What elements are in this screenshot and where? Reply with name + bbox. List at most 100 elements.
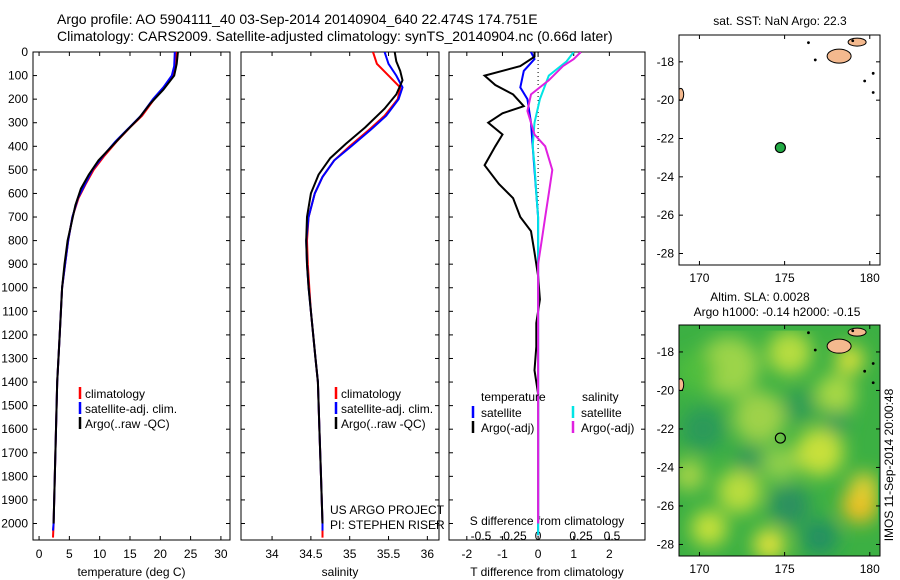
temperature-panel: 0100200300400500600700800900100011001200… [1, 45, 231, 579]
map-y-tick-label: -26 [657, 499, 675, 513]
x2-tick-label: -0.5 [471, 529, 492, 543]
depth-tick-label: 1300 [1, 351, 28, 365]
island-dot [871, 91, 875, 94]
series-line [52, 52, 179, 524]
island-dot [863, 369, 867, 373]
sla-map: 170 175 180 -18 -20 -22 -24 -26 -28 [657, 324, 881, 576]
map-y-tick-label: -26 [657, 208, 675, 222]
x-axis-label: T difference from climatology [470, 565, 624, 579]
island-dot [851, 329, 855, 333]
x-tick-label: 15 [123, 547, 137, 561]
map-y-tick-label: -28 [657, 247, 675, 261]
header-line1: Argo profile: AO 5904111_40 03-Sep-2014 … [57, 11, 538, 27]
map-x-tick-label: 170 [689, 562, 709, 576]
map-x-tick-label: 180 [860, 271, 880, 285]
legend-label: satellite [481, 406, 522, 420]
legend-label: climatology [85, 387, 145, 401]
x-tick-label: 30 [214, 547, 228, 561]
depth-tick-label: 300 [8, 116, 28, 130]
series-line [526, 52, 582, 524]
temperature-frame [32, 51, 231, 541]
depth-tick-label: 2000 [1, 516, 28, 530]
depth-tick-label: 700 [8, 210, 28, 224]
x2-tick-label: 0.5 [604, 529, 621, 543]
depth-tick-label: 0 [21, 45, 28, 59]
map-y-tick-label: -24 [657, 170, 675, 184]
depth-tick-label: 1100 [2, 304, 28, 318]
island-shape [826, 338, 852, 354]
depth-tick-label: 100 [8, 69, 28, 83]
map-y-tick-label: -28 [657, 537, 675, 551]
island-dot [807, 331, 810, 335]
x-tick-label: 34 [265, 547, 279, 561]
map-y-tick-label: -24 [657, 460, 675, 474]
map-x-tick-label: 175 [775, 271, 795, 285]
island-dot [813, 58, 817, 62]
depth-tick-label: 1400 [1, 375, 28, 389]
x-tick-label: 36 [421, 547, 435, 561]
map-y-tick-label: -22 [657, 422, 675, 436]
map-frame [678, 34, 881, 266]
island-dot [813, 348, 817, 352]
x-tick-label: 10 [93, 547, 107, 561]
sst-map-title: sat. SST: NaN Argo: 22.3 [713, 14, 847, 28]
island-dot [871, 71, 875, 75]
x2-tick-label: 0.25 [569, 529, 593, 543]
series-line [305, 52, 404, 524]
depth-tick-label: 1600 [1, 422, 28, 436]
x2-tick-label: 0 [535, 529, 542, 543]
sla-heatmap [679, 325, 880, 556]
map-frame [678, 324, 881, 557]
float-position-marker [774, 141, 786, 154]
map-x-tick-label: 180 [860, 562, 880, 576]
legend-label: Argo(-adj) [581, 421, 634, 435]
depth-tick-label: 800 [8, 234, 28, 248]
x-tick-label: 5 [66, 547, 73, 561]
depth-tick-label: 200 [8, 92, 28, 106]
legend-label: satellite [581, 406, 622, 420]
legend-label: Argo(..raw -QC) [85, 417, 170, 431]
island-dot [851, 39, 855, 43]
x-tick-label: 1 [570, 547, 577, 561]
side-timestamp-label: IMOS 11-Sep-2014 20:00:48 [882, 388, 896, 541]
legend-title: temperature [481, 390, 546, 404]
x-tick-label: 2 [606, 547, 613, 561]
x-tick-label: 35.5 [377, 547, 401, 561]
legend-label: satellite-adj. clim. [341, 402, 433, 416]
map-y-tick-label: -20 [657, 383, 675, 397]
annotation-text: US ARGO PROJECT [330, 503, 445, 517]
annotation-text: PI: STEPHEN RISER [330, 518, 445, 532]
island-shape [826, 48, 852, 64]
island-dot [807, 41, 810, 45]
map-x-tick-label: 170 [689, 271, 709, 285]
depth-tick-label: 1700 [1, 446, 28, 460]
island-shape [847, 37, 867, 47]
depth-tick-label: 1500 [1, 399, 28, 413]
x-tick-label: 35 [343, 547, 357, 561]
legend-label: climatology [341, 387, 401, 401]
legend-label: satellite-adj. clim. [85, 402, 177, 416]
depth-tick-label: 1200 [1, 328, 28, 342]
depth-tick-label: 1000 [1, 281, 28, 295]
x-tick-label: -1 [497, 547, 508, 561]
map-x-tick-label: 175 [775, 562, 795, 576]
salinity-frame [240, 51, 440, 541]
float-position-marker [774, 432, 786, 444]
x2-tick-label: -0.25 [499, 529, 527, 543]
depth-tick-label: 1800 [1, 469, 28, 483]
island-dot [871, 381, 875, 385]
x-tick-label: 0 [36, 547, 43, 561]
sla-map-title-1: Altim. SLA: 0.0028 [710, 290, 810, 304]
island-dot [863, 79, 867, 83]
x-tick-label: 20 [154, 547, 168, 561]
difference-panel: -2 -1 0 1 2 T difference from climatology S di… [448, 51, 646, 579]
x-tick-label: 25 [184, 547, 198, 561]
depth-tick-label: 500 [8, 163, 28, 177]
map-y-tick-label: -20 [657, 93, 675, 107]
sla-map-title-2: Argo h1000: -0.14 h2000: -0.15 [694, 305, 861, 319]
depth-tick-label: 1900 [1, 493, 28, 507]
x-axis-label: salinity [322, 565, 359, 579]
x-tick-label: 0 [535, 547, 542, 561]
map-y-tick-label: -18 [657, 345, 675, 359]
difference-frame [448, 51, 646, 541]
